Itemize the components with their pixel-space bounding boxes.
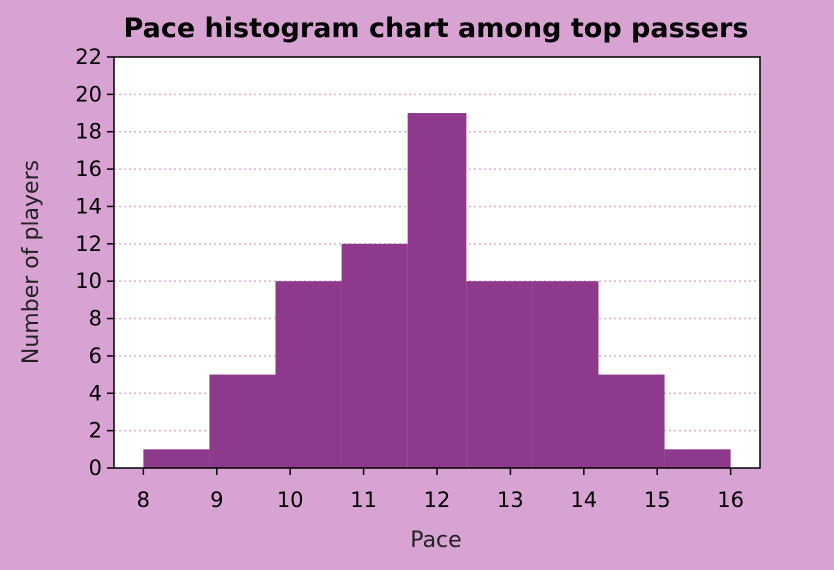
- x-tick-label: 11: [350, 488, 377, 512]
- histogram-bars: [143, 113, 731, 468]
- y-axis-ticks: 0 2 4 6 8 10 12 14 16 18 20 22: [75, 45, 114, 480]
- y-tick-label: 14: [75, 194, 102, 218]
- y-tick-label: 8: [89, 307, 102, 331]
- y-tick-label: 18: [75, 120, 102, 144]
- histogram-bar: [598, 374, 665, 468]
- x-tick-label: 14: [570, 488, 597, 512]
- y-tick-label: 12: [75, 232, 102, 256]
- x-tick-label: 16: [717, 488, 744, 512]
- x-axis-label: Pace: [410, 528, 461, 553]
- histogram-bar: [143, 449, 210, 468]
- x-tick-label: 15: [644, 488, 671, 512]
- chart-title: Pace histogram chart among top passers: [124, 13, 749, 44]
- y-tick-label: 2: [89, 419, 102, 443]
- y-tick-label: 10: [75, 269, 102, 293]
- y-tick-label: 22: [75, 45, 102, 69]
- histogram-bar: [664, 449, 731, 468]
- x-tick-label: 9: [210, 488, 223, 512]
- x-axis-ticks: 8 9 10 11 12 13 14 15 16: [137, 468, 744, 512]
- histogram-bar: [275, 281, 342, 468]
- x-tick-label: 10: [277, 488, 304, 512]
- y-tick-label: 20: [75, 82, 102, 106]
- x-tick-label: 8: [137, 488, 150, 512]
- x-tick-label: 12: [424, 488, 451, 512]
- histogram-bar: [407, 113, 467, 468]
- y-tick-label: 6: [89, 344, 102, 368]
- histogram-bar: [209, 374, 276, 468]
- histogram-bar: [532, 281, 599, 468]
- histogram-bar: [466, 281, 533, 468]
- y-tick-label: 16: [75, 157, 102, 181]
- x-tick-label: 13: [497, 488, 524, 512]
- y-axis-label: Number of players: [19, 160, 44, 364]
- y-tick-label: 0: [89, 456, 102, 480]
- y-tick-label: 4: [89, 381, 102, 405]
- histogram-bar: [341, 243, 408, 468]
